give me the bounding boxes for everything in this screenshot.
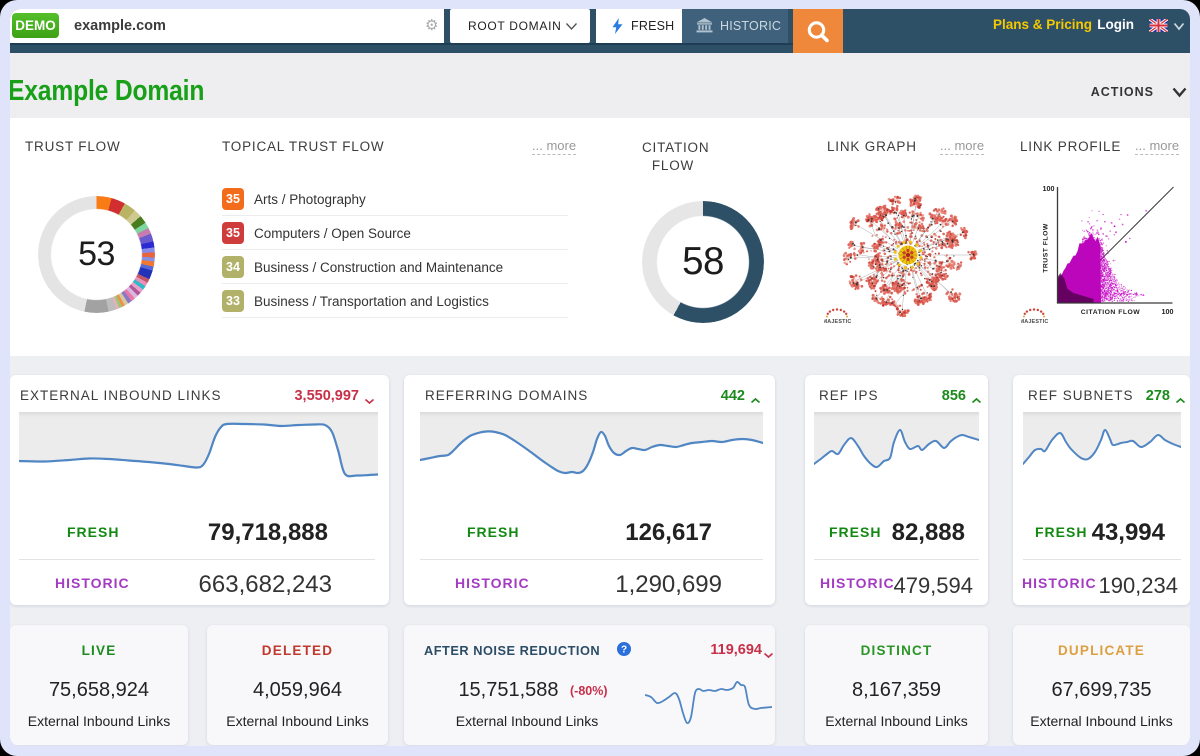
svg-text:MAJESTIC: MAJESTIC xyxy=(1021,319,1048,324)
svg-text:CITATION FLOW: CITATION FLOW xyxy=(1081,309,1141,316)
svg-text:100: 100 xyxy=(1162,307,1174,316)
svg-text:100: 100 xyxy=(1043,184,1055,193)
svg-text:TRUST FLOW: TRUST FLOW xyxy=(1043,223,1050,273)
svg-text:MAJESTIC: MAJESTIC xyxy=(824,319,851,324)
svg-text:?: ? xyxy=(621,645,627,656)
